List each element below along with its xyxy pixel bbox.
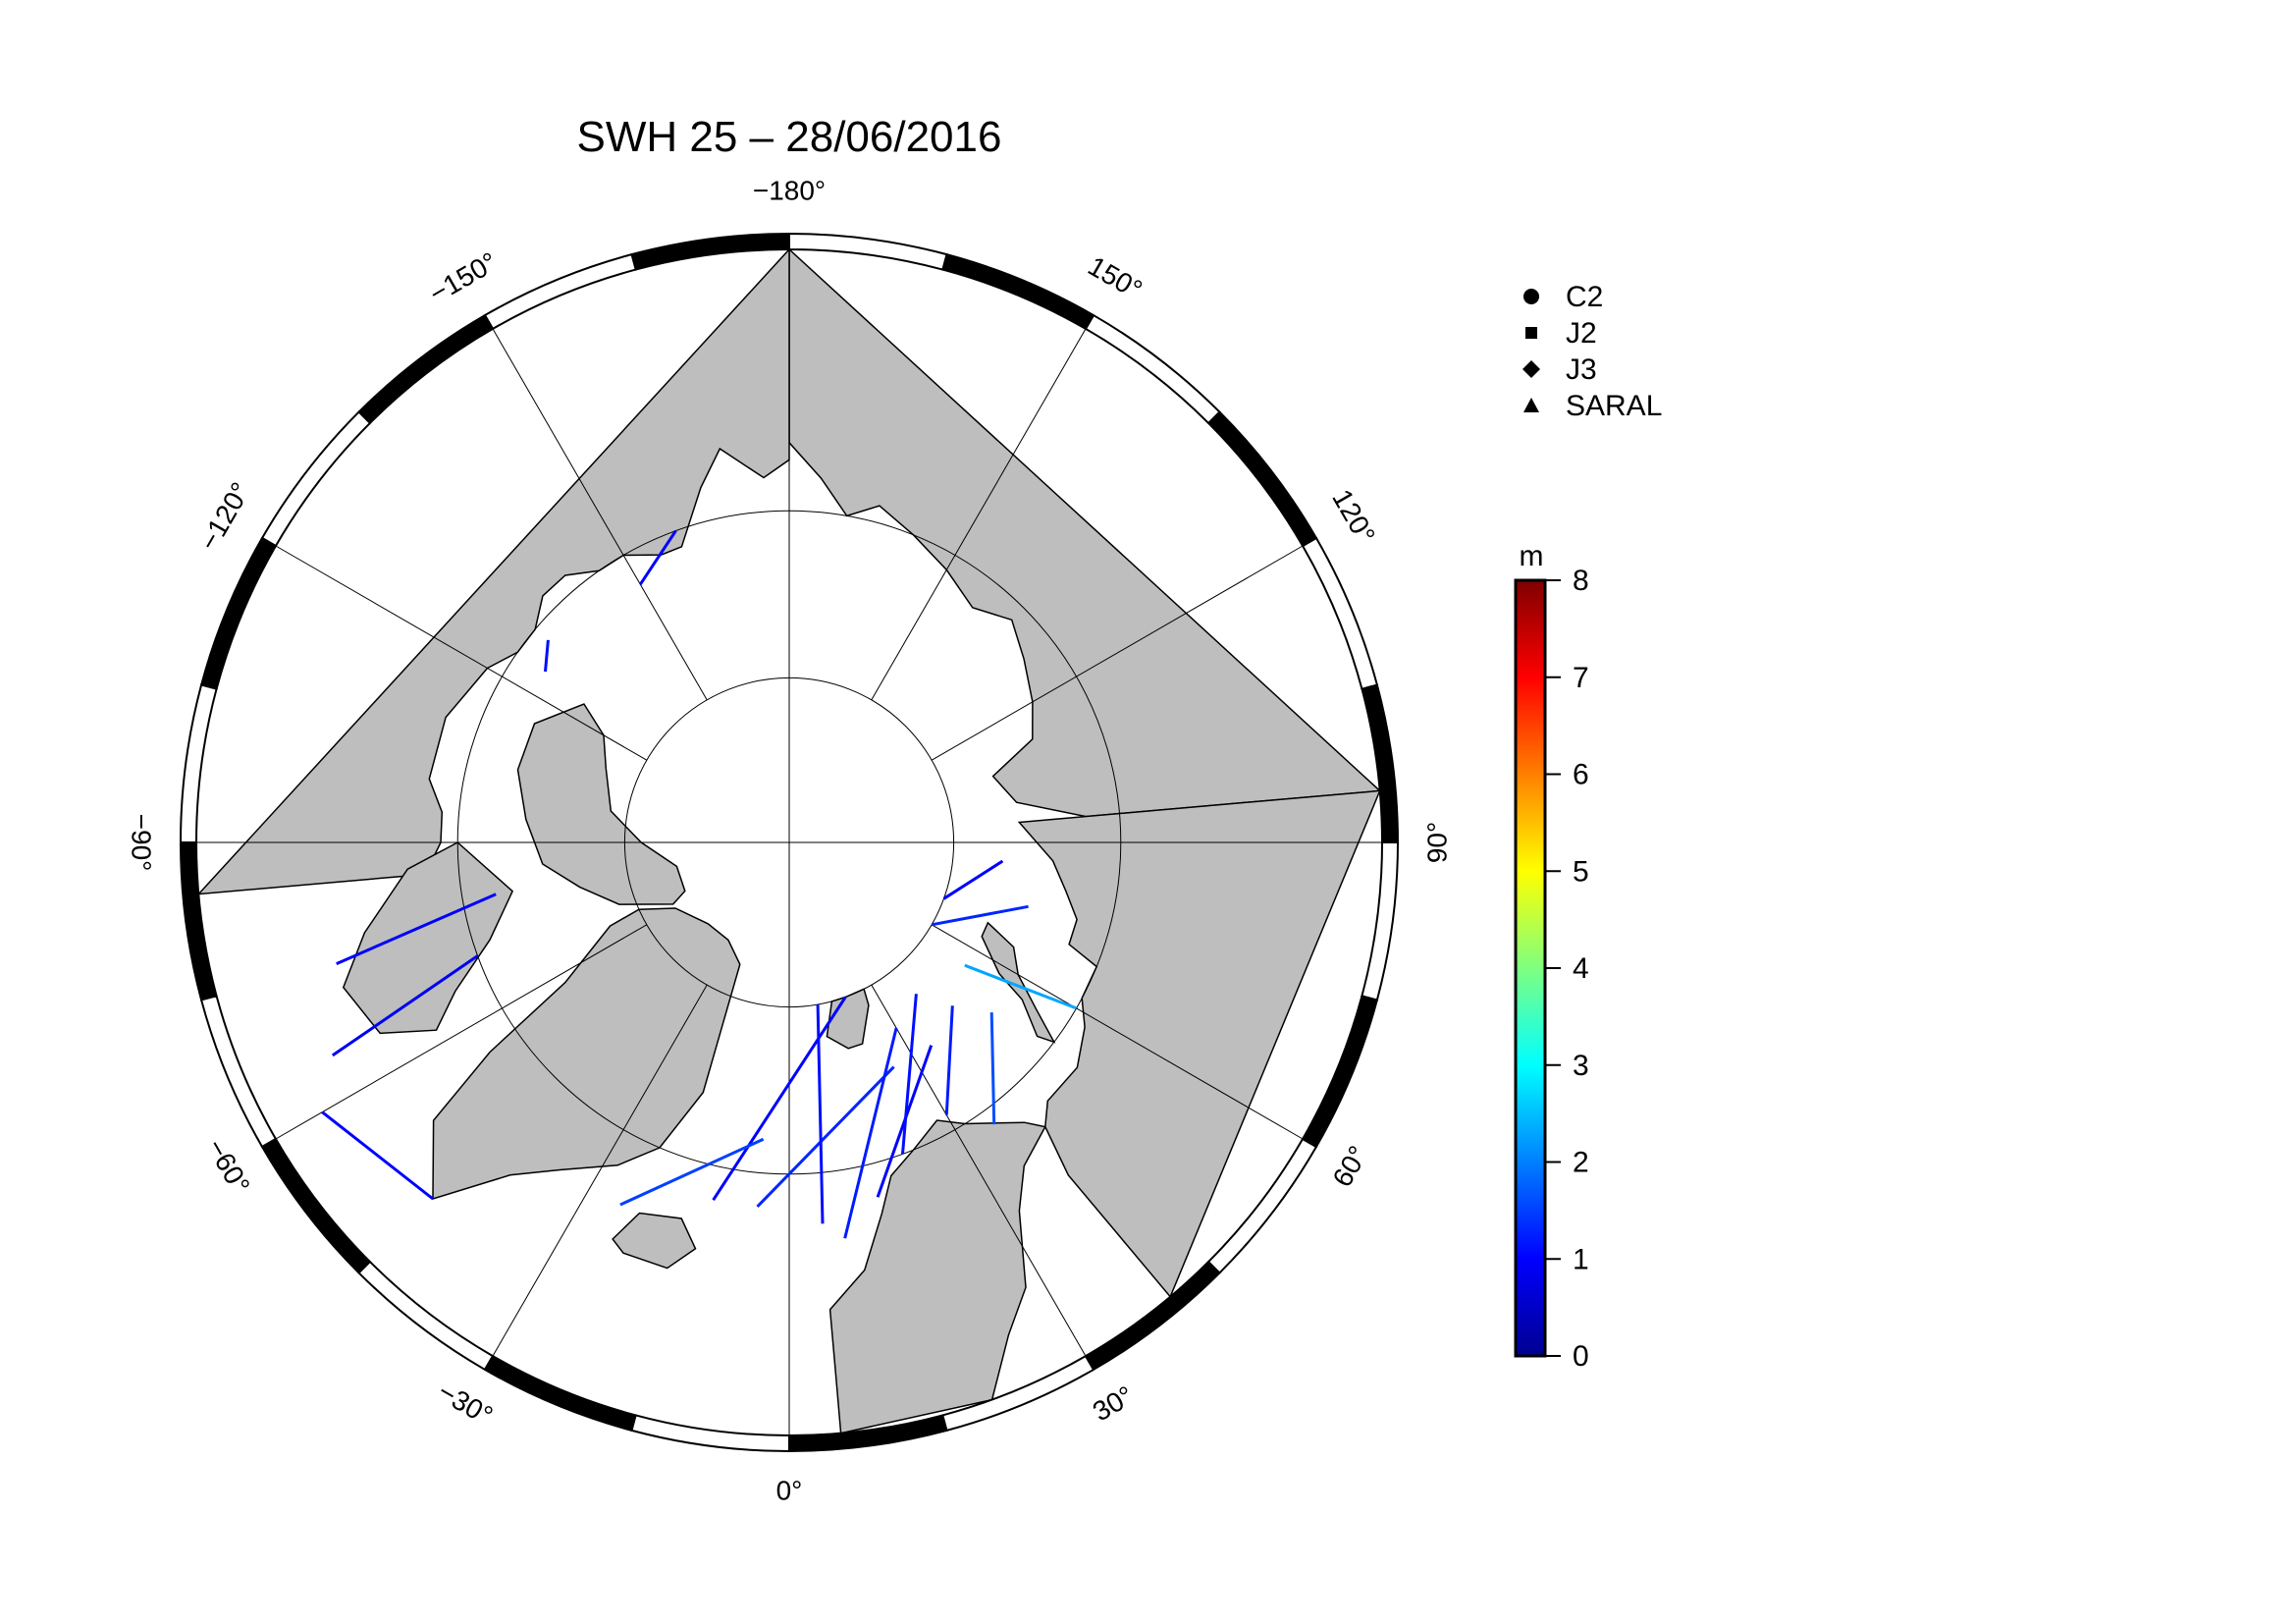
colorbar-unit-label: m [1520, 540, 1544, 572]
longitude-label: 0° [776, 1475, 803, 1505]
swh-track [336, 893, 497, 965]
legend-item-saral: SARAL [1523, 390, 1662, 422]
meridian-line [275, 924, 648, 1140]
colorbar-tick-label: 1 [1573, 1243, 1589, 1275]
landmass-greenland [432, 907, 741, 1201]
swh-track [931, 904, 1029, 927]
longitude-label: 120° [1326, 484, 1381, 549]
colorbar-tick-label: 6 [1573, 759, 1589, 791]
longitude-label: −120° [193, 477, 256, 556]
circle-marker-icon [1523, 289, 1539, 304]
meridian-line [492, 328, 708, 701]
colorbar-gradient [1514, 578, 1547, 1358]
colorbar-tick-label: 3 [1573, 1050, 1589, 1082]
diamond-marker-icon [1522, 360, 1540, 378]
landmass-novaya-zemlya [981, 921, 1056, 1044]
colorbar-tick-label: 8 [1573, 565, 1589, 597]
longitude-label: −30° [433, 1376, 498, 1431]
swh-track [942, 859, 1004, 900]
triangle-marker-icon [1523, 398, 1539, 412]
colorbar-tick-label: 2 [1573, 1147, 1589, 1179]
swh-track [756, 1065, 895, 1208]
swh-track [321, 1110, 434, 1201]
colorbar-ticks: 0 1 2 3 4 5 6 7 8 [1545, 565, 1589, 1373]
swh-track [989, 1012, 996, 1125]
swh-track [619, 1137, 765, 1207]
colorbar-tick-label: 5 [1573, 855, 1589, 888]
swh-track [816, 1004, 825, 1224]
meridian-line [275, 545, 648, 761]
meridian-line [931, 545, 1304, 761]
legend-label: SARAL [1566, 390, 1662, 422]
longitude-label: 60° [1326, 1141, 1373, 1192]
polar-map: −180° 150° 120° 90° 60° 30° 0° −30° −60° −90° −120… [127, 175, 1453, 1505]
legend-label: C2 [1566, 281, 1603, 313]
meridian-line [492, 984, 708, 1357]
meridian-line [871, 328, 1087, 701]
legend-label: J3 [1566, 353, 1597, 386]
legend-item-j3: J3 [1522, 353, 1597, 386]
meridian-line [931, 924, 1304, 1140]
longitude-label: −90° [127, 814, 157, 872]
swh-track [964, 963, 1078, 1010]
figure-title: SWH 25 – 28/06/2016 [577, 113, 1002, 161]
frame-segment [788, 232, 948, 271]
landmass-canadian-arctic [516, 703, 686, 905]
swh-track [712, 996, 847, 1202]
colorbar-tick-label: 0 [1573, 1340, 1589, 1373]
legend-label: J2 [1566, 317, 1597, 350]
landmass-russia-west [1017, 789, 1381, 1299]
swh-track [901, 994, 918, 1155]
legend-item-c2: C2 [1523, 281, 1603, 313]
swh-track [639, 529, 677, 586]
map-frame [179, 232, 1400, 1453]
landmass-iceland [612, 1212, 697, 1270]
longitude-label: −60° [200, 1134, 255, 1199]
landmass-scandinavia [828, 1119, 1046, 1434]
square-marker-icon [1525, 327, 1537, 339]
meridian-line [871, 984, 1087, 1357]
longitude-label: −150° [424, 246, 503, 309]
altimeter-tracks [321, 529, 1078, 1239]
longitude-label: 90° [1421, 822, 1452, 863]
swh-track [544, 639, 550, 673]
parallel-circle [623, 676, 955, 1008]
swh-track [944, 1005, 954, 1115]
colorbar-tick-label: 4 [1573, 952, 1589, 985]
land-masses [196, 249, 1382, 1434]
longitude-label: 150° [1083, 250, 1148, 305]
legend-item-j2: J2 [1525, 317, 1597, 350]
swh-track [843, 1027, 898, 1239]
landmass-siberia [788, 249, 1382, 818]
swh-track [331, 954, 479, 1057]
colorbar-tick-label: 7 [1573, 662, 1589, 694]
longitude-label: 30° [1088, 1380, 1139, 1427]
landmass-chukotka-alaska [196, 249, 790, 895]
landmass-baffin [342, 841, 514, 1035]
swh-colorbar: m 0 1 2 3 4 5 6 7 8 [1514, 540, 1589, 1373]
longitude-label: −180° [753, 175, 826, 205]
